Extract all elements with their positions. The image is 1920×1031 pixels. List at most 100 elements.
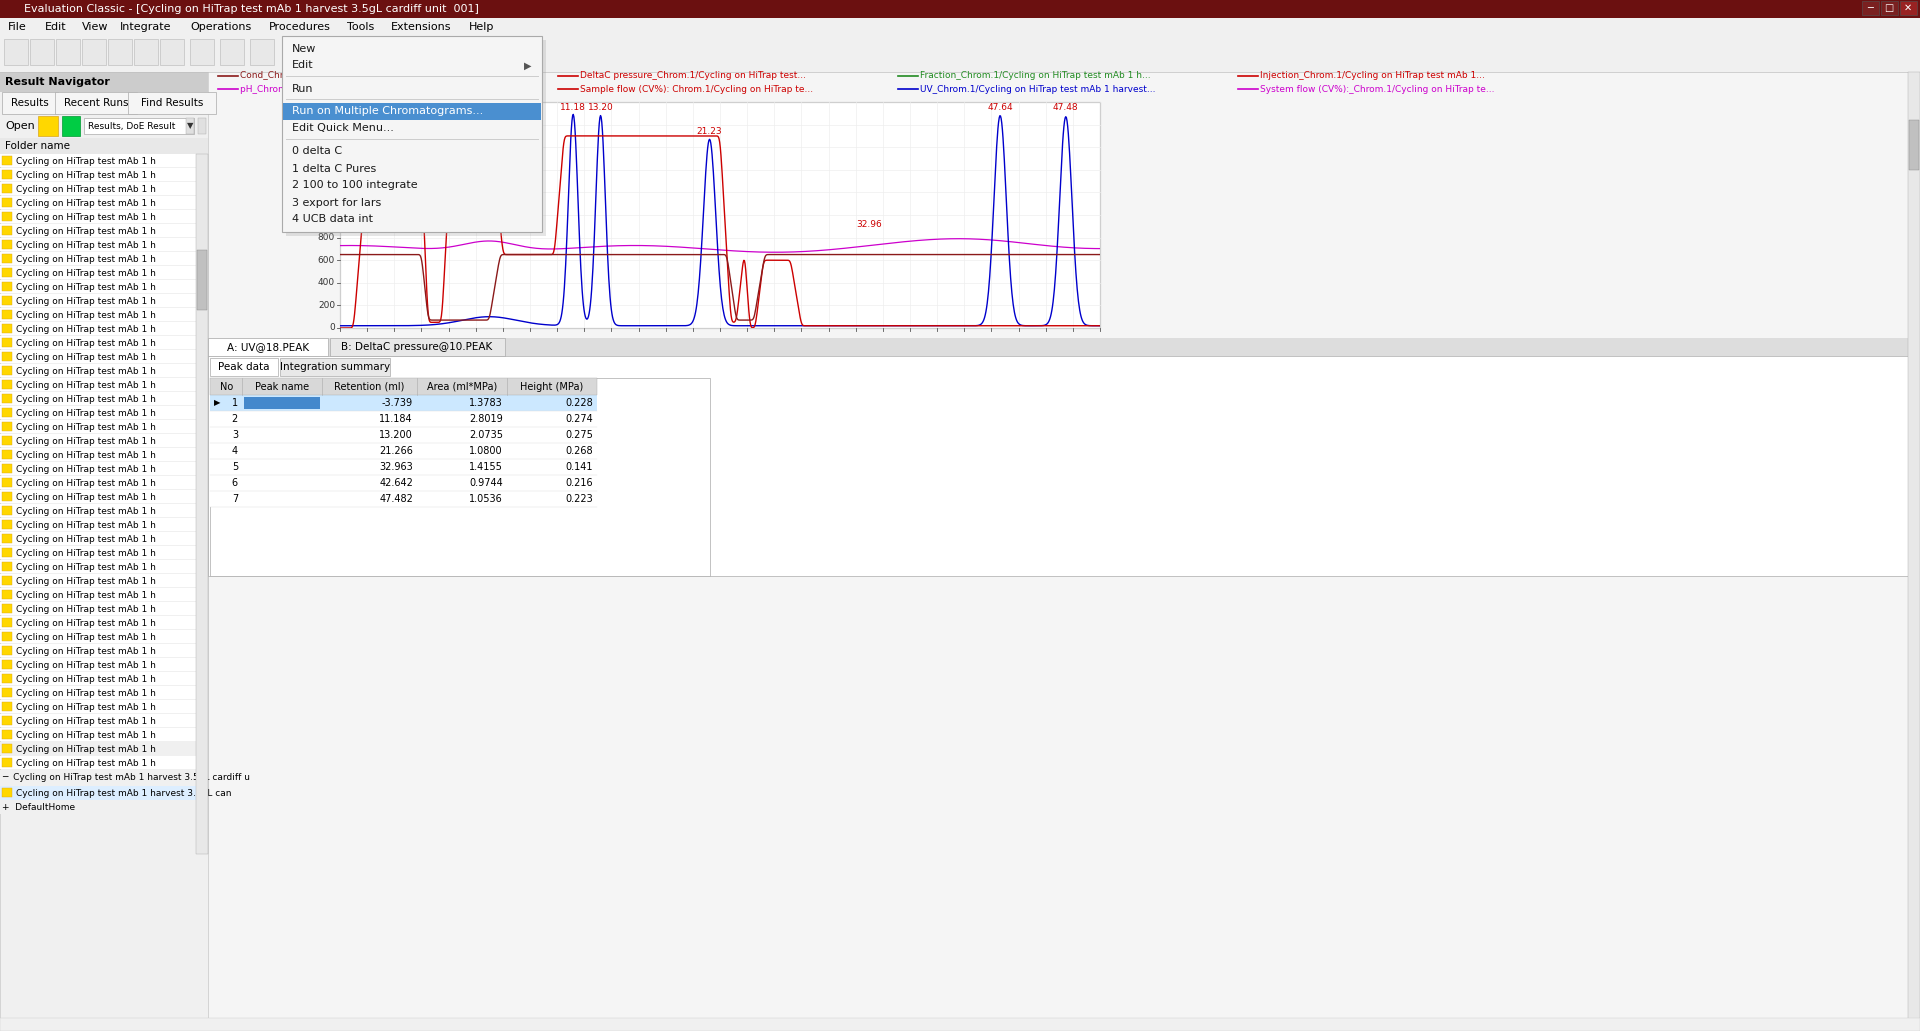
Bar [349, 39, 376, 65]
Text: 2.0735: 2.0735 [468, 430, 503, 440]
Text: 47.64: 47.64 [987, 103, 1014, 112]
Text: Cycling on HiTrap test mAb 1 h: Cycling on HiTrap test mAb 1 h [15, 240, 156, 250]
Text: 3: 3 [232, 430, 238, 440]
Bar [0, 308, 207, 321]
Text: 600: 600 [317, 256, 334, 265]
Text: 0.275: 0.275 [564, 430, 593, 440]
Bar [56, 92, 136, 114]
Text: 2000: 2000 [313, 98, 334, 106]
Text: 1.3783: 1.3783 [468, 398, 503, 408]
Bar [2, 632, 12, 641]
Text: Cycling on HiTrap test mAb 1 h: Cycling on HiTrap test mAb 1 h [15, 576, 156, 586]
Text: Cycling on HiTrap test mAb 1 h: Cycling on HiTrap test mAb 1 h [15, 619, 156, 628]
Bar [209, 411, 597, 427]
Bar [2, 212, 12, 221]
Bar [198, 250, 207, 310]
Bar [1908, 120, 1918, 170]
Bar [0, 448, 207, 461]
Text: Cycling on HiTrap test mAb 1 h: Cycling on HiTrap test mAb 1 h [15, 157, 156, 166]
Text: 0.223: 0.223 [564, 494, 593, 504]
Text: Results, DoE Result: Results, DoE Result [88, 122, 175, 131]
Text: 24: 24 [741, 338, 753, 347]
Bar [38, 117, 58, 136]
Text: Cycling on HiTrap test mAb 1 h: Cycling on HiTrap test mAb 1 h [15, 395, 156, 403]
Bar [0, 574, 207, 587]
Text: UV_Chrom.1/Cycling on HiTrap test mAb 1 harvest...: UV_Chrom.1/Cycling on HiTrap test mAb 1 … [920, 85, 1156, 94]
Bar [207, 72, 1920, 1031]
Bar [0, 644, 207, 657]
Text: Cycling on HiTrap test mAb 1 h: Cycling on HiTrap test mAb 1 h [15, 268, 156, 277]
Bar [2, 618, 12, 627]
Bar [0, 72, 207, 92]
Text: Cycling on HiTrap test mAb 1 h: Cycling on HiTrap test mAb 1 h [15, 674, 156, 684]
Text: Edit: Edit [292, 61, 313, 70]
Text: 2.8019: 2.8019 [468, 414, 503, 424]
Text: Injection_Chrom.1/Cycling on HiTrap test mAb 1...: Injection_Chrom.1/Cycling on HiTrap test… [1260, 71, 1484, 80]
Bar [0, 532, 207, 545]
Bar [2, 450, 12, 459]
Text: Cycling on HiTrap test mAb 1 h: Cycling on HiTrap test mAb 1 h [15, 380, 156, 390]
Bar [0, 434, 207, 447]
Text: 400: 400 [319, 278, 334, 288]
Bar [198, 118, 205, 134]
Text: Help: Help [468, 22, 493, 32]
Text: 0: 0 [328, 324, 334, 333]
Text: Cycling on HiTrap test mAb 1 h: Cycling on HiTrap test mAb 1 h [15, 338, 156, 347]
Text: 1200: 1200 [313, 188, 334, 197]
Text: Cycling on HiTrap test mAb 1 h: Cycling on HiTrap test mAb 1 h [15, 521, 156, 530]
Bar [209, 378, 710, 576]
Bar [2, 296, 12, 305]
Bar [0, 224, 207, 237]
Bar [1882, 1, 1899, 15]
Text: 22: 22 [714, 338, 726, 347]
Text: 4: 4 [472, 338, 478, 347]
Bar [0, 168, 207, 181]
Bar [2, 394, 12, 403]
Bar [321, 39, 346, 65]
Bar [0, 350, 207, 363]
Text: 44: 44 [1014, 338, 1023, 347]
Text: 14: 14 [605, 338, 616, 347]
Bar [0, 714, 207, 727]
Text: Open: Open [6, 121, 35, 131]
Bar [0, 490, 207, 503]
Text: 1.0536: 1.0536 [468, 494, 503, 504]
Bar [0, 322, 207, 335]
Text: ▶: ▶ [524, 61, 532, 70]
Text: 0.141: 0.141 [566, 462, 593, 472]
Bar [2, 590, 12, 599]
Text: 0: 0 [419, 338, 424, 347]
Bar [1908, 72, 1920, 1031]
Bar [0, 294, 207, 307]
Text: System flow (CV%):_Chrom.1/Cycling on HiTrap te...: System flow (CV%):_Chrom.1/Cycling on Hi… [1260, 85, 1494, 94]
Text: 4 UCB data int: 4 UCB data int [292, 214, 372, 225]
Bar [2, 534, 12, 543]
Bar [2, 408, 12, 417]
Bar [2, 170, 12, 179]
Bar [0, 154, 207, 167]
Text: Tools: Tools [348, 22, 374, 32]
Text: Cycling on HiTrap test mAb 1 h: Cycling on HiTrap test mAb 1 h [15, 212, 156, 222]
Bar [0, 36, 1920, 72]
Bar [351, 40, 376, 64]
Text: Cycling on HiTrap test mAb 1 h: Cycling on HiTrap test mAb 1 h [15, 759, 156, 767]
Text: Cond_Chrom.1/Cycling on HiTrap test mAb 1 harve...: Cond_Chrom.1/Cycling on HiTrap test mAb … [240, 71, 478, 80]
Bar [0, 672, 207, 685]
Bar [0, 800, 207, 814]
Bar [209, 443, 597, 459]
Text: 21.266: 21.266 [378, 446, 413, 456]
Bar [186, 118, 194, 134]
Text: 32.963: 32.963 [380, 462, 413, 472]
Bar [0, 392, 207, 405]
Bar [0, 364, 207, 377]
Bar [0, 742, 207, 755]
Text: B: DeltaC pressure@10.PEAK: B: DeltaC pressure@10.PEAK [342, 342, 493, 352]
Bar [340, 102, 1100, 328]
Text: Cycling on HiTrap test mAb 1 h: Cycling on HiTrap test mAb 1 h [15, 689, 156, 698]
Bar [207, 338, 1920, 356]
Text: Cycling on HiTrap test mAb 1 h: Cycling on HiTrap test mAb 1 h [15, 632, 156, 641]
Bar [2, 198, 12, 207]
Text: 2 100 to 100 integrate: 2 100 to 100 integrate [292, 180, 419, 191]
Text: 2: 2 [445, 338, 451, 347]
Text: -3.74: -3.74 [359, 149, 382, 159]
